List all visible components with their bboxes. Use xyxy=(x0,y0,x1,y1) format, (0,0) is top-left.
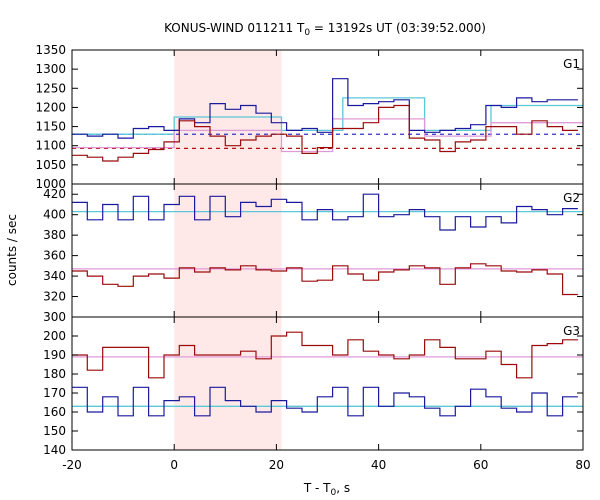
y-tick-label: 160 xyxy=(43,405,66,419)
series-histogram-1 xyxy=(72,386,578,417)
x-tick-label: 40 xyxy=(371,458,386,472)
y-tick-label: 1250 xyxy=(35,81,66,95)
y-tick-label: 190 xyxy=(43,348,66,362)
series-histogram-1 xyxy=(72,104,578,162)
x-axis-label-rest: , s xyxy=(336,481,350,495)
y-tick-label: 180 xyxy=(43,367,66,381)
y-tick-label: 360 xyxy=(43,249,66,263)
y-tick-label: 300 xyxy=(43,310,66,324)
y-axis-label: counts / sec xyxy=(5,214,19,286)
series-histogram-0 xyxy=(72,331,578,379)
y-tick-label: 1200 xyxy=(35,100,66,114)
y-tick-label: 400 xyxy=(43,208,66,222)
y-tick-label: 150 xyxy=(43,424,66,438)
series-histogram-1 xyxy=(72,263,578,296)
y-tick-label: 1050 xyxy=(35,158,66,172)
y-tick-label: 1350 xyxy=(35,43,66,57)
x-axis-label: T - T0, s xyxy=(303,481,350,498)
panels-group: 1000 1050 1100 1150 1200 1250 1300 1350 G1 300 320… xyxy=(35,43,590,472)
x-tick-label: 0 xyxy=(170,458,178,472)
highlight-band xyxy=(174,317,282,450)
y-tick-label: 1000 xyxy=(35,177,66,191)
panel-g3: 140 150 160 170 180 190 200 G3 xyxy=(43,316,584,457)
x-axis-label-main: T - T xyxy=(303,481,331,495)
x-axis-label-subscript: 0 xyxy=(331,488,337,498)
panel-label: G2 xyxy=(563,191,580,205)
y-tick-label: 380 xyxy=(43,228,66,242)
series-histogram-0 xyxy=(72,78,578,139)
chart-title-main: KONUS-WIND 011211 T xyxy=(164,21,305,35)
series-histogram-0 xyxy=(72,193,578,231)
x-tick-label: 60 xyxy=(473,458,488,472)
y-tick-label: 140 xyxy=(43,443,66,457)
y-tick-label: 420 xyxy=(43,187,66,201)
y-tick-label: 1150 xyxy=(35,120,66,134)
y-tick-label: 1100 xyxy=(35,139,66,153)
panel-label: G1 xyxy=(563,57,580,71)
highlight-band xyxy=(174,184,282,317)
chart-title-rest: = 13192s UT (03:39:52.000) xyxy=(310,21,486,35)
y-tick-label: 320 xyxy=(43,290,66,304)
y-tick-label: 200 xyxy=(43,329,66,343)
chart-title: KONUS-WIND 011211 T0 = 13192s UT (03:39:… xyxy=(164,21,486,38)
y-tick-label: 340 xyxy=(43,269,66,283)
x-tick-label: 80 xyxy=(575,458,590,472)
panel-g2: 300 320 340 360 380 400 420 G2 xyxy=(43,183,584,324)
chart-title-subscript: 0 xyxy=(304,28,310,38)
x-tick-label: -20 xyxy=(62,458,82,472)
y-tick-label: 170 xyxy=(43,386,66,400)
panel-label: G3 xyxy=(563,324,580,338)
x-tick-label: 20 xyxy=(269,458,284,472)
panel-frame xyxy=(71,316,584,451)
y-tick-label: 1300 xyxy=(35,62,66,76)
